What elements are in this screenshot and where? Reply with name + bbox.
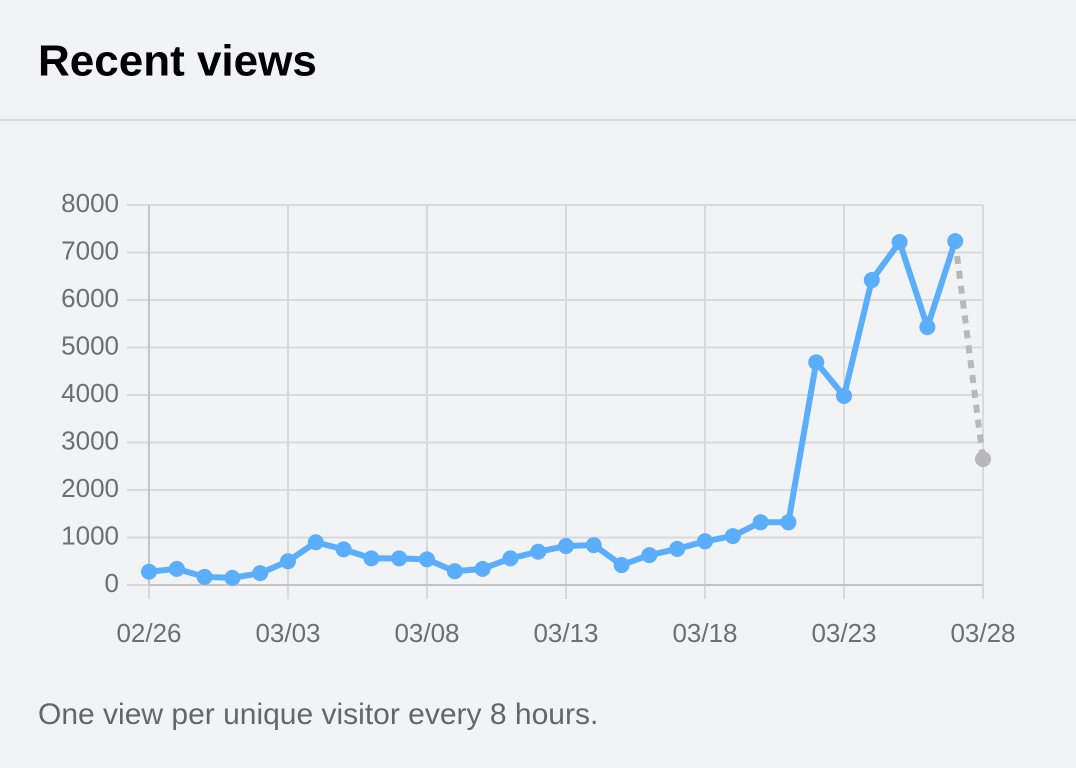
y-tick-label: 1000 (61, 520, 119, 550)
data-point (585, 537, 602, 554)
x-tick-label: 03/03 (255, 618, 320, 648)
data-point (669, 540, 686, 557)
title: Recent views (38, 37, 317, 86)
data-point (307, 534, 324, 551)
data-point (947, 233, 964, 250)
data-point (641, 547, 658, 564)
data-point (335, 541, 352, 558)
data-point (780, 514, 797, 531)
data-point (224, 569, 241, 586)
data-point (808, 354, 825, 371)
data-point (836, 387, 852, 404)
y-tick-label: 5000 (61, 330, 119, 360)
footer-note: One view per unique visitor every 8 hour… (38, 698, 598, 731)
data-point (975, 451, 991, 468)
data-point (919, 319, 936, 336)
x-tick-label: 03/23 (811, 618, 876, 648)
x-tick-label: 03/18 (672, 618, 737, 648)
data-point (891, 234, 908, 251)
data-point (613, 557, 630, 574)
partial-segment (952, 240, 986, 460)
data-point (502, 550, 519, 567)
y-tick-label: 2000 (61, 473, 119, 503)
data-point (168, 560, 185, 577)
data-point (446, 563, 463, 580)
data-point (280, 553, 296, 570)
line-series (148, 239, 959, 581)
data-point (141, 563, 157, 580)
data-point (752, 514, 769, 531)
data-point (697, 533, 713, 550)
data-point (863, 272, 880, 289)
data-point (252, 565, 269, 582)
x-tick-label: 03/08 (394, 618, 459, 648)
data-point (530, 543, 547, 560)
data-point (391, 550, 408, 567)
y-tick-label: 0 (105, 568, 119, 598)
x-tick-label: 02/26 (116, 618, 181, 648)
data-point (558, 538, 574, 555)
y-tick-label: 3000 (61, 425, 119, 455)
data-point (196, 568, 213, 585)
data-point (474, 560, 491, 577)
y-tick-label: 6000 (61, 283, 119, 313)
x-tick-label: 03/28 (950, 618, 1015, 648)
y-tick-label: 4000 (61, 378, 119, 408)
x-tick-label: 03/13 (533, 618, 598, 648)
y-tick-label: 8000 (61, 188, 119, 218)
data-point (363, 550, 380, 567)
y-tick-label: 7000 (61, 235, 119, 265)
data-point (419, 551, 435, 568)
data-point (724, 528, 741, 545)
